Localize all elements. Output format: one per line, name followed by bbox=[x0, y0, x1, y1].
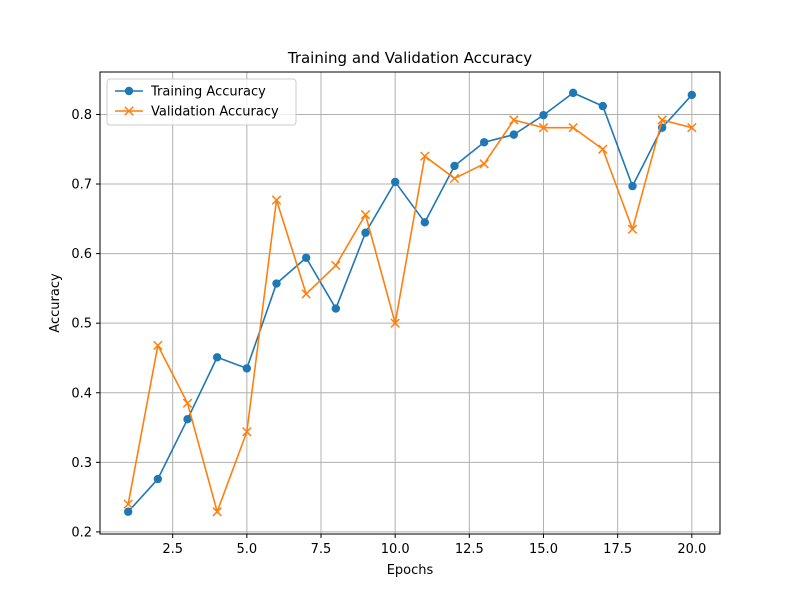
data-point bbox=[123, 507, 133, 516]
data-point bbox=[183, 414, 192, 424]
x-tick-label: 20.0 bbox=[677, 542, 706, 557]
data-point bbox=[361, 228, 370, 237]
data-point bbox=[331, 304, 341, 313]
series-line bbox=[127, 119, 693, 513]
data-point bbox=[212, 353, 222, 362]
data-point bbox=[420, 151, 430, 161]
data-point bbox=[153, 474, 163, 484]
x-tick-label: 17.5 bbox=[603, 542, 632, 557]
data-point bbox=[153, 340, 163, 351]
x-axis-title: Epochs bbox=[387, 563, 434, 578]
series-validation-accuracy bbox=[123, 115, 697, 517]
y-tick-label: 0.4 bbox=[71, 386, 92, 401]
data-point bbox=[390, 318, 400, 328]
data-point bbox=[272, 279, 281, 288]
data-point bbox=[657, 115, 667, 125]
legend-items: Training Accuracy Validation Accuracy bbox=[115, 85, 279, 120]
x-tick-label: 5.0 bbox=[236, 542, 257, 557]
legend-label: Training Accuracy bbox=[150, 85, 266, 100]
data-point bbox=[242, 426, 252, 437]
data-point bbox=[331, 260, 341, 271]
grid bbox=[100, 72, 720, 534]
data-point bbox=[242, 364, 252, 373]
y-tick-label: 0.6 bbox=[71, 247, 92, 262]
data-point bbox=[538, 122, 549, 133]
data-point bbox=[627, 224, 638, 234]
data-point bbox=[687, 122, 697, 133]
data-point bbox=[212, 507, 222, 517]
chart-title: Training and Validation Accuracy bbox=[287, 49, 532, 67]
series-line bbox=[127, 92, 693, 513]
data-point bbox=[123, 499, 133, 509]
data-point bbox=[182, 398, 193, 408]
axis-ticks: 2.5 5.0 7.5 10.0 12.5 15.0 17.5 20.0 0.2 0.3 0.4 0.… bbox=[71, 108, 706, 557]
series-layer bbox=[123, 88, 697, 517]
data-point bbox=[301, 289, 311, 299]
y-tick-label: 0.5 bbox=[71, 317, 92, 332]
y-tick-label: 0.8 bbox=[71, 108, 92, 123]
legend: Training Accuracy Validation Accuracy bbox=[106, 78, 297, 126]
x-tick-label: 10.0 bbox=[381, 542, 410, 557]
data-point bbox=[390, 177, 400, 187]
data-point bbox=[301, 253, 311, 262]
legend-label: Validation Accuracy bbox=[151, 105, 279, 120]
data-point bbox=[360, 209, 371, 220]
data-point bbox=[271, 195, 282, 205]
y-axis-title: Accuracy bbox=[48, 273, 63, 333]
x-tick-label: 15.0 bbox=[529, 542, 558, 557]
data-point bbox=[509, 115, 519, 125]
data-point bbox=[598, 101, 608, 111]
data-point bbox=[598, 144, 608, 154]
data-point bbox=[420, 218, 430, 227]
data-point bbox=[509, 130, 519, 139]
data-point bbox=[568, 122, 578, 133]
plot-frame bbox=[99, 71, 721, 535]
legend-item: Training Accuracy bbox=[115, 85, 266, 100]
data-point bbox=[687, 90, 697, 100]
data-point bbox=[449, 173, 460, 184]
y-tick-label: 0.7 bbox=[71, 178, 92, 193]
data-point bbox=[450, 161, 459, 171]
x-tick-label: 2.5 bbox=[162, 542, 183, 557]
data-point bbox=[539, 110, 548, 120]
legend-item: Validation Accuracy bbox=[115, 105, 279, 120]
data-point bbox=[568, 88, 578, 98]
data-point bbox=[124, 86, 134, 96]
series-training-accuracy bbox=[123, 88, 697, 516]
legend-box bbox=[106, 78, 297, 126]
data-point bbox=[479, 138, 489, 147]
y-tick-label: 0.3 bbox=[71, 456, 92, 471]
y-tick-label: 0.2 bbox=[71, 525, 92, 540]
data-point bbox=[479, 159, 489, 169]
x-tick-label: 7.5 bbox=[311, 542, 332, 557]
data-point bbox=[124, 106, 134, 116]
data-point bbox=[628, 181, 637, 191]
x-tick-label: 12.5 bbox=[455, 542, 484, 557]
